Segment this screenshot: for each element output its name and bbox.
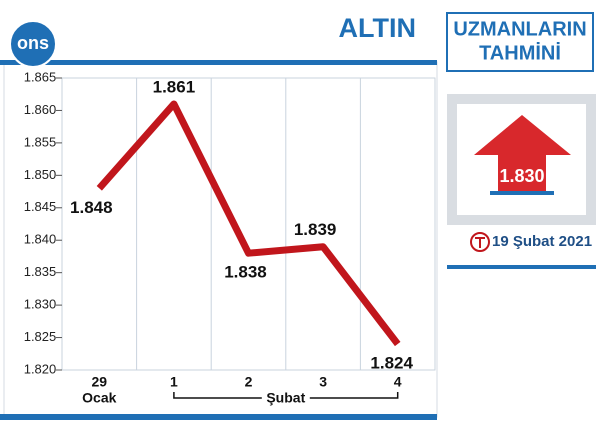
y-tick-label: 1.865 <box>24 69 57 84</box>
y-tick-label: 1.835 <box>24 264 57 279</box>
panel-rule <box>447 265 596 269</box>
value-label: 1.824 <box>370 354 413 373</box>
value-label: 1.861 <box>153 77 196 96</box>
group-label: Ocak <box>82 390 116 406</box>
y-tick-label: 1.850 <box>24 167 57 182</box>
group-label: Şubat <box>266 390 305 406</box>
arrow-base <box>490 191 554 195</box>
x-tick-label: 4 <box>394 374 402 390</box>
y-tick-label: 1.855 <box>24 134 57 149</box>
x-tick-label: 29 <box>92 374 108 390</box>
y-tick-label: 1.845 <box>24 199 57 214</box>
forecast-title: UZMANLARIN <box>453 18 586 40</box>
y-tick-label: 1.820 <box>24 361 57 376</box>
badge-text: ons <box>17 33 49 53</box>
logo-t <box>475 237 485 248</box>
x-tick-label: 2 <box>245 374 253 390</box>
forecast-title-box <box>446 12 594 72</box>
value-label: 1.838 <box>224 263 267 282</box>
x-tick-label: 3 <box>319 374 327 390</box>
y-tick-label: 1.860 <box>24 102 57 117</box>
forecast-value: 1.830 <box>499 166 544 186</box>
line <box>96 100 401 347</box>
group-label-bg <box>261 390 310 406</box>
arrow-stem <box>498 163 546 191</box>
up-arrow <box>474 115 571 165</box>
value-label: 1.839 <box>294 220 337 239</box>
forecast-date: 19 Şubat 2021 <box>492 233 592 250</box>
forecast-title: TAHMİNİ <box>479 41 561 64</box>
value-label: 1.848 <box>70 198 113 217</box>
y-tick-label: 1.825 <box>24 329 57 344</box>
top-rule <box>0 60 437 65</box>
badge <box>9 20 57 68</box>
bottom-rule <box>0 414 437 420</box>
y-tick-label: 1.840 <box>24 232 57 247</box>
x-tick-label: 1 <box>170 374 178 390</box>
plot-area <box>61 77 436 371</box>
y-tick-label: 1.830 <box>24 297 57 312</box>
chart-title: ALTIN <box>339 13 416 43</box>
